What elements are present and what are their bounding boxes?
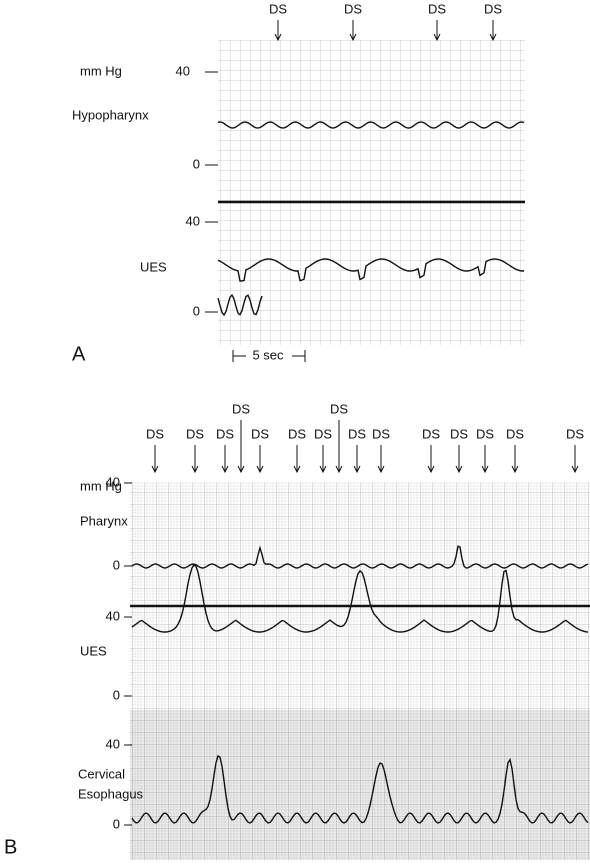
channel-label: Pharynx — [80, 513, 128, 528]
arrow — [353, 445, 361, 474]
panel-b: mm Hg 40 Pharynx 0 40 UES 0 40 Cervical … — [4, 401, 590, 860]
arrow — [256, 445, 264, 474]
scale-top: 40 — [186, 213, 200, 228]
ds-label: DS — [216, 426, 234, 441]
ds-label: DS — [428, 1, 446, 16]
trace — [217, 121, 525, 129]
scale-zero: 0 — [113, 687, 120, 702]
ds-label: DS — [484, 1, 502, 16]
ds-label: DS — [251, 426, 269, 441]
channel-label: UES — [140, 259, 167, 274]
arrow — [481, 445, 489, 474]
arrow — [571, 445, 579, 474]
ds-label: DS — [344, 1, 362, 16]
scale-zero: 0 — [113, 557, 120, 572]
time-scale: 5 sec — [252, 347, 284, 362]
panel-a: mm Hg 40 Hypopharynx 0 40 UES 0 A 5 sec … — [72, 1, 525, 365]
unit: mm Hg — [80, 63, 122, 78]
panel-label: A — [72, 343, 86, 365]
chart-paper — [218, 40, 525, 345]
ds-label: DS — [269, 1, 287, 16]
channel-label: Cervical — [78, 766, 125, 781]
arrow — [293, 445, 301, 474]
arrow — [511, 445, 519, 474]
scale-zero: 0 — [113, 816, 120, 831]
scale-top: 40 — [176, 63, 190, 78]
time-bar — [232, 350, 306, 362]
chart-paper — [130, 482, 590, 860]
scale-top: 40 — [106, 736, 120, 751]
trace — [217, 293, 263, 317]
arrow — [427, 445, 435, 474]
scale-zero: 0 — [193, 303, 200, 318]
arrow — [335, 420, 343, 474]
ds-label: DS — [450, 426, 468, 441]
arrow — [433, 20, 441, 42]
scale-top: 40 — [106, 474, 120, 489]
arrow — [319, 445, 327, 474]
ds-label: DS — [330, 401, 348, 416]
trace — [131, 563, 589, 633]
arrow — [191, 445, 199, 474]
ds-label: DS — [288, 426, 306, 441]
ds-label: DS — [422, 426, 440, 441]
scale-zero: 0 — [193, 156, 200, 171]
shading — [130, 710, 590, 860]
arrow — [151, 445, 159, 474]
arrow — [221, 445, 229, 474]
trace — [217, 258, 524, 282]
ds-label: DS — [314, 426, 332, 441]
ds-label: DS — [372, 426, 390, 441]
arrow — [237, 420, 245, 474]
arrow — [349, 20, 357, 42]
unit: mm Hg — [80, 478, 122, 493]
channel-label: Esophagus — [78, 786, 144, 801]
arrow — [489, 20, 497, 42]
trace — [131, 754, 589, 824]
panel-label: B — [4, 836, 17, 858]
ds-label: DS — [146, 426, 164, 441]
scale-top: 40 — [106, 608, 120, 623]
ds-label: DS — [186, 426, 204, 441]
arrow — [455, 445, 463, 474]
ds-label: DS — [348, 426, 366, 441]
ds-label: DS — [566, 426, 584, 441]
arrow — [377, 445, 385, 474]
trace — [131, 545, 589, 569]
channel-label: Hypopharynx — [72, 107, 149, 122]
ds-label: DS — [232, 401, 250, 416]
ds-label: DS — [476, 426, 494, 441]
channel-label: UES — [80, 643, 107, 658]
arrow — [274, 20, 282, 42]
ds-label: DS — [506, 426, 524, 441]
